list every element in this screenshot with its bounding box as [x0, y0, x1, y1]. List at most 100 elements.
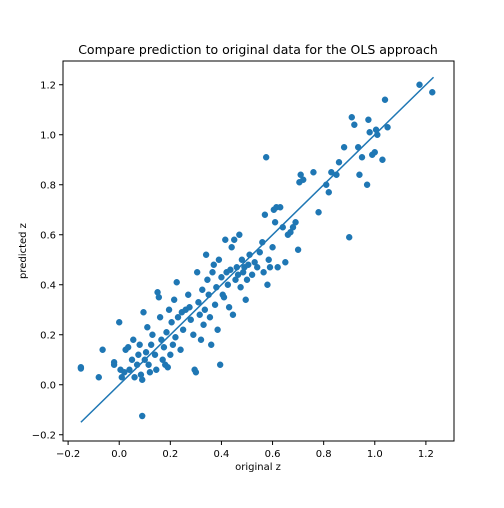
- data-point: [340, 144, 348, 151]
- data-point: [145, 361, 152, 368]
- data-point: [163, 329, 170, 336]
- data-point: [172, 334, 179, 341]
- data-point: [228, 244, 235, 251]
- data-point: [177, 346, 184, 353]
- data-point: [190, 331, 197, 338]
- data-point: [99, 346, 106, 353]
- data-point: [218, 274, 225, 281]
- data-point: [156, 314, 164, 321]
- data-point: [204, 276, 211, 283]
- y-tick-label: 0.4: [40, 280, 56, 291]
- data-point: [274, 264, 281, 271]
- data-point: [186, 304, 193, 311]
- x-tick-label: 0.8: [316, 449, 332, 460]
- data-point: [202, 251, 210, 258]
- data-point: [211, 301, 219, 308]
- data-point: [128, 356, 136, 363]
- data-point: [225, 304, 233, 311]
- data-point: [142, 349, 150, 356]
- chart-title: Compare prediction to original data for …: [78, 42, 438, 57]
- data-point: [139, 412, 146, 420]
- data-point: [245, 261, 252, 268]
- data-point: [144, 324, 151, 331]
- data-point: [192, 369, 200, 376]
- data-point: [237, 284, 244, 291]
- data-point: [310, 169, 317, 176]
- x-axis: −0.2 0.0 0.2 0.4 0.6 0.8 1.0 1.2: [56, 441, 434, 460]
- data-point: [269, 244, 276, 251]
- data-point: [170, 296, 178, 303]
- data-point: [153, 366, 160, 373]
- data-point: [209, 269, 216, 276]
- data-point: [146, 369, 154, 376]
- data-point: [131, 374, 138, 381]
- data-point: [262, 154, 270, 161]
- data-point: [155, 294, 163, 301]
- y-tick-label: 0.8: [40, 180, 56, 191]
- data-point: [229, 311, 237, 318]
- data-point: [159, 356, 166, 363]
- data-point: [130, 336, 137, 343]
- data-point: [179, 326, 187, 333]
- data-point: [242, 296, 249, 303]
- fit-line: [80, 76, 435, 423]
- data-point: [351, 121, 358, 128]
- data-point: [264, 281, 271, 288]
- data-point: [261, 211, 269, 218]
- data-point: [137, 371, 145, 378]
- data-point: [187, 316, 194, 323]
- data-point: [77, 365, 85, 372]
- data-point: [265, 256, 272, 263]
- y-tick-label: 1.2: [40, 80, 56, 91]
- data-point: [266, 264, 274, 271]
- data-point: [151, 351, 159, 358]
- data-point: [136, 341, 143, 348]
- y-tick-label: 0.2: [40, 330, 56, 341]
- data-point: [248, 271, 256, 278]
- x-tick-label: 1.2: [418, 449, 434, 460]
- data-point: [346, 234, 353, 241]
- data-point: [371, 149, 378, 156]
- data-point: [365, 116, 372, 123]
- x-tick-label: 0.0: [111, 449, 127, 460]
- data-point: [174, 314, 182, 321]
- axes-frame: [62, 60, 455, 442]
- data-point: [227, 266, 234, 273]
- data-point: [358, 154, 366, 161]
- x-tick-label: 0.4: [213, 449, 229, 460]
- data-point: [348, 114, 355, 121]
- y-axis: −0.2 0.0 0.2 0.4 0.6 0.8 1.0 1.2: [32, 80, 63, 441]
- data-point: [363, 181, 371, 188]
- x-axis-label: original z: [235, 462, 281, 473]
- data-point: [325, 189, 332, 196]
- data-point: [124, 344, 132, 351]
- data-point: [167, 351, 174, 358]
- data-point: [222, 236, 229, 243]
- y-axis-label: predicted z: [18, 223, 29, 279]
- data-point: [220, 294, 228, 301]
- y-tick-label: 0.0: [40, 380, 56, 391]
- data-point: [287, 229, 294, 236]
- data-point: [236, 231, 243, 238]
- data-point: [173, 279, 180, 286]
- plot-area: [77, 76, 436, 423]
- data-point: [116, 319, 123, 326]
- data-point: [135, 351, 142, 358]
- data-point: [289, 224, 297, 231]
- data-point: [110, 361, 118, 368]
- data-point: [139, 376, 146, 383]
- data-point: [260, 269, 267, 276]
- y-tick-label: 0.6: [40, 230, 56, 241]
- data-point: [277, 204, 284, 211]
- data-point: [206, 314, 214, 321]
- data-point: [232, 276, 239, 283]
- data-point: [315, 209, 322, 216]
- data-point: [160, 344, 168, 351]
- data-point: [214, 326, 221, 333]
- data-point: [234, 271, 242, 278]
- data-point: [149, 331, 156, 338]
- data-point: [210, 261, 217, 268]
- data-point: [282, 259, 289, 266]
